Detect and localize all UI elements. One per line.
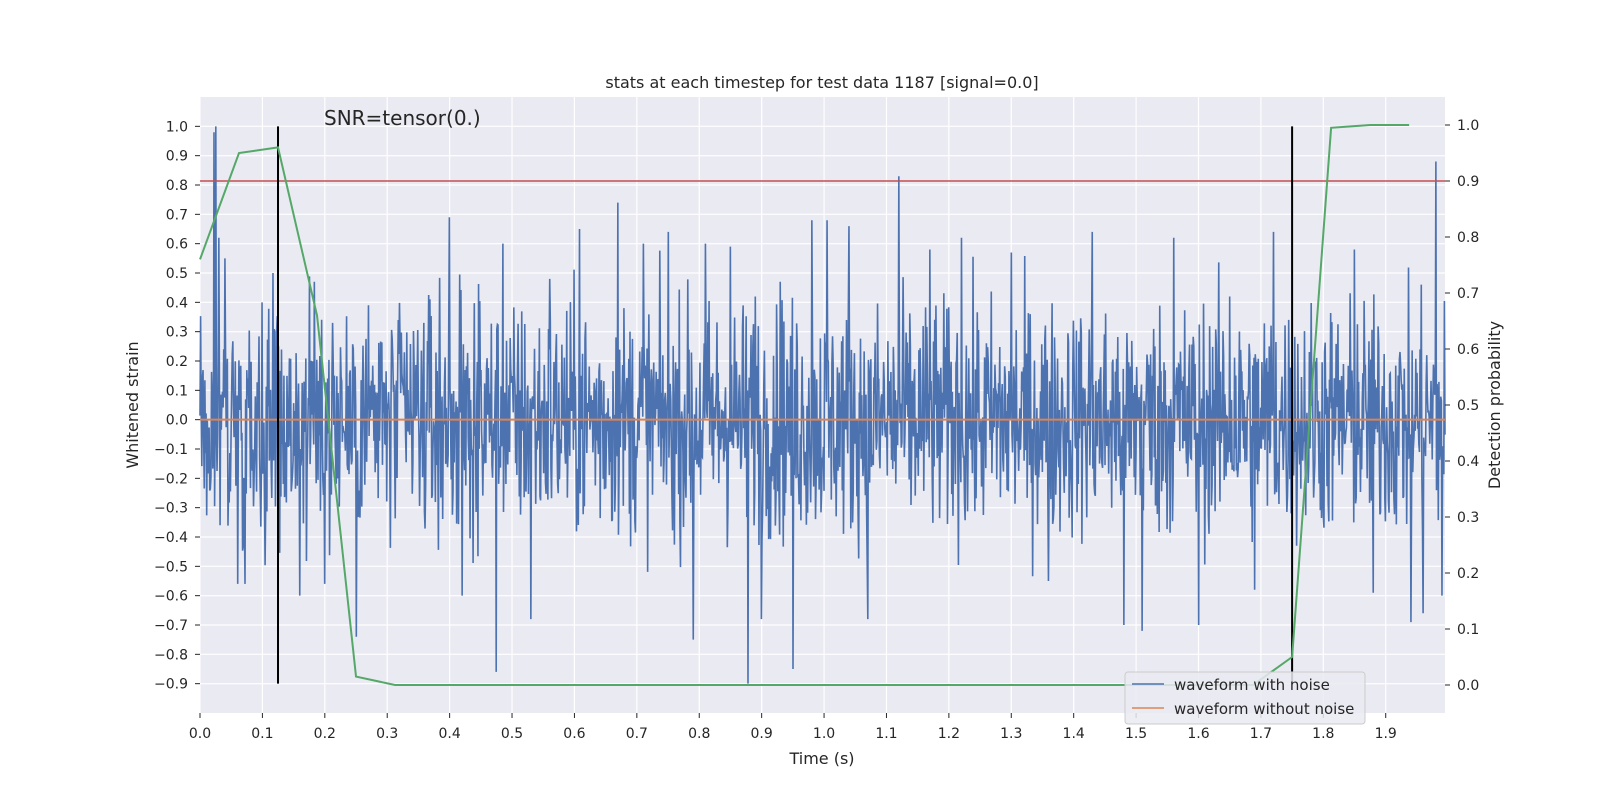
x-tick-label: 1.8 [1312, 726, 1334, 742]
x-tick-label: 0.0 [189, 726, 211, 742]
legend-label-clean: waveform without noise [1174, 700, 1354, 718]
y-tick-label: −0.1 [154, 442, 188, 458]
y-tick-label: −0.7 [154, 618, 188, 634]
y2-tick-label: 0.6 [1457, 342, 1479, 358]
y2-tick-label: 0.0 [1457, 678, 1479, 694]
x-tick-label: 0.3 [376, 726, 398, 742]
y-tick-label: −0.5 [154, 559, 188, 575]
y-tick-label: 0.2 [166, 354, 188, 370]
y-tick-label: −0.9 [154, 677, 188, 693]
y2-axis-label: Detection probability [1485, 321, 1504, 489]
y-tick-label: 0.0 [166, 413, 188, 429]
y-tick-label: 1.0 [166, 119, 188, 135]
x-tick-label: 1.4 [1063, 726, 1085, 742]
y-tick-label: −0.2 [154, 471, 188, 487]
legend-box [1124, 671, 1366, 725]
y-tick-label: −0.6 [154, 589, 188, 605]
y-tick-label: 0.4 [166, 295, 188, 311]
y2-tick-label: 0.7 [1457, 286, 1479, 302]
y2-tick-label: 0.1 [1457, 622, 1479, 638]
y-tick-label: 0.9 [166, 149, 188, 165]
x-tick-label: 1.2 [938, 726, 960, 742]
chart-title: stats at each timestep for test data 118… [605, 73, 1038, 92]
noise-layer [199, 126, 1446, 684]
x-tick-label: 1.1 [875, 726, 897, 742]
x-tick-label: 0.9 [751, 726, 773, 742]
y-tick-label: 0.1 [166, 383, 188, 399]
y2-tick-label: 0.2 [1457, 566, 1479, 582]
y-tick-label: 0.5 [166, 266, 188, 282]
x-tick-label: 0.1 [251, 726, 273, 742]
legend-label-noise: waveform with noise [1174, 676, 1330, 694]
y2-tick-label: 0.5 [1457, 398, 1479, 414]
y2-tick-label: 1.0 [1457, 118, 1479, 134]
x-tick-label: 1.9 [1375, 726, 1397, 742]
y-tick-label: −0.4 [154, 530, 188, 546]
grid-layer [199, 97, 1445, 713]
y2-tick-label: 0.9 [1457, 174, 1479, 190]
y-tick-label: −0.3 [154, 501, 188, 517]
x-tick-label: 0.5 [501, 726, 523, 742]
series-waveform-with-noise [199, 126, 1446, 684]
x-tick-label: 1.5 [1125, 726, 1147, 742]
x-tick-label: 0.7 [626, 726, 648, 742]
y2-tick-label: 0.4 [1457, 454, 1479, 470]
y2-tick-label: 0.3 [1457, 510, 1479, 526]
y-tick-label: 0.6 [166, 237, 188, 253]
x-tick-label: 0.2 [314, 726, 336, 742]
y-axis-label: Whitened strain [123, 341, 142, 468]
x-tick-label: 1.6 [1187, 726, 1209, 742]
x-tick-label: 1.0 [813, 726, 835, 742]
snr-annotation: SNR=tensor(0.) [324, 106, 481, 130]
x-tick-label: 1.3 [1000, 726, 1022, 742]
y-tick-label: −0.8 [154, 647, 188, 663]
x-tick-label: 1.7 [1250, 726, 1272, 742]
x-tick-label: 0.8 [688, 726, 710, 742]
x-axis-label: Time (s) [788, 749, 854, 768]
y2-tick-label: 0.8 [1457, 230, 1479, 246]
x-tick-label: 0.4 [438, 726, 460, 742]
y-tick-label: 0.7 [166, 207, 188, 223]
x-tick-label: 0.6 [563, 726, 585, 742]
tick-layer: 0.0 0.1 0.2 0.3 0.4 0.5 0.6 0.7 0.8 0.9 1.0 1.1 1.2 1… [154, 118, 1479, 742]
y-tick-label: 0.8 [166, 178, 188, 194]
y-tick-label: 0.3 [166, 325, 188, 341]
legend: waveform with noise waveform without noi… [1124, 671, 1366, 725]
overlay-layer [199, 124, 1445, 686]
